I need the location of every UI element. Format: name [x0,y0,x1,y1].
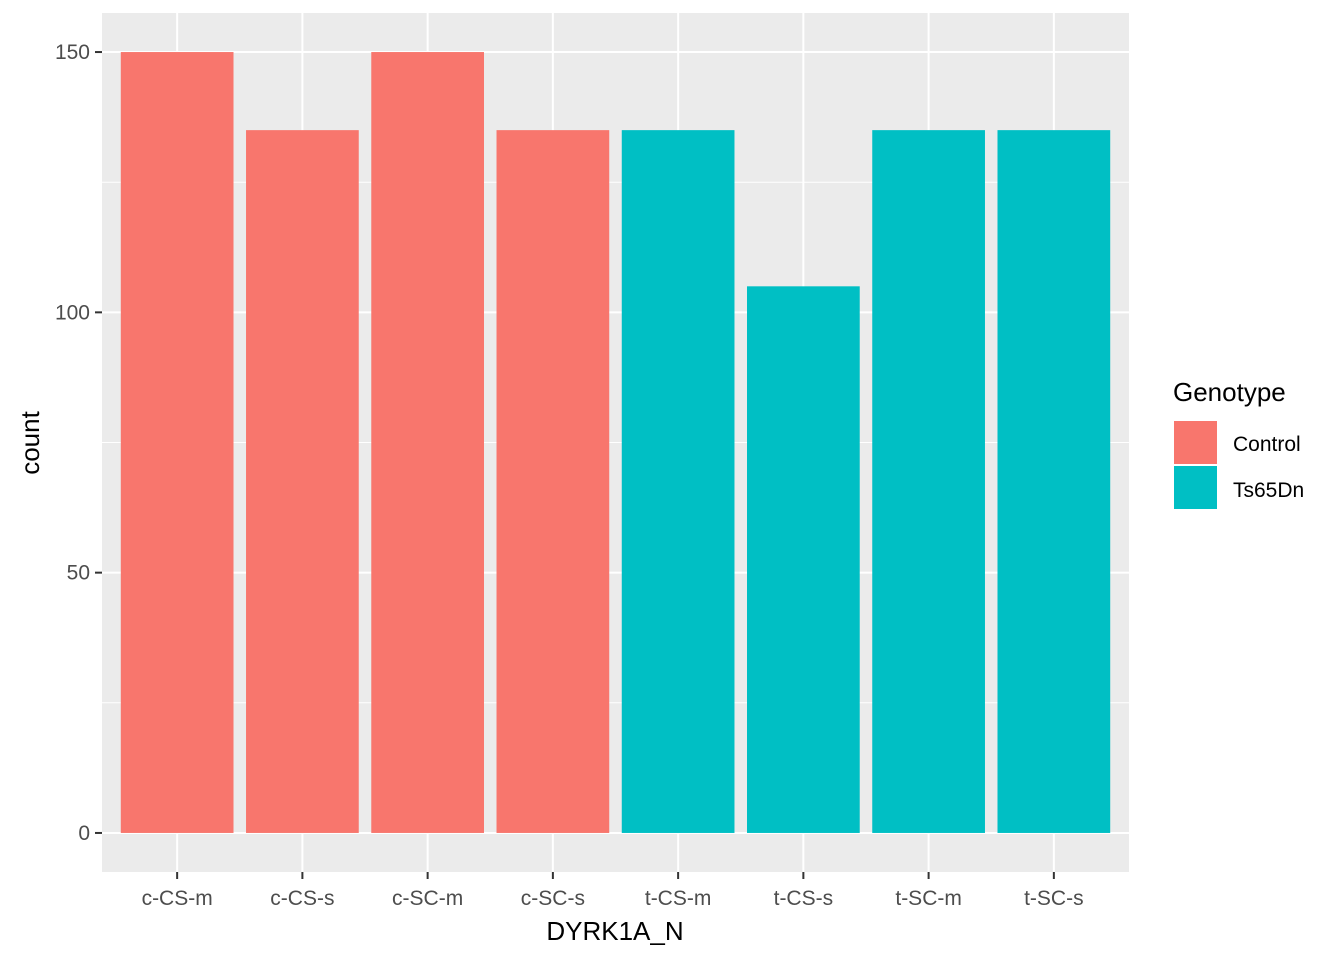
legend-title: Genotype [1173,377,1286,407]
x-tick-label: t-CS-m [645,887,712,910]
bar [371,52,484,833]
x-tick-label: t-SC-s [1024,887,1084,910]
y-tick-label: 50 [67,562,90,585]
bar [747,286,860,833]
bar [120,52,234,833]
x-tick-label: t-SC-m [895,887,962,910]
bars [120,52,1111,833]
bar [246,130,359,833]
x-tick-label: c-CS-s [270,887,334,910]
bar [496,130,610,833]
bar [997,130,1111,833]
legend: Genotype Control Ts65Dn [1173,377,1304,509]
axes: 0 50 100 150 c-CS-m c-CS-s c-SC-m c-SC-s t-CS-m t… [55,41,1084,910]
legend-label-control: Control [1233,433,1301,456]
legend-label-ts65dn: Ts65Dn [1233,479,1304,502]
y-axis-title: count [15,410,45,474]
x-axis-title: DYRK1A_N [546,916,683,946]
y-tick-label: 100 [55,301,90,324]
x-tick-label: t-CS-s [774,887,834,910]
y-tick-label: 0 [78,822,90,845]
bar [621,130,735,833]
x-tick-label: c-SC-s [521,887,585,910]
legend-key-control [1174,421,1217,464]
x-tick-label: c-SC-m [392,887,463,910]
y-tick-label: 150 [55,41,90,64]
bar [872,130,985,833]
x-tick-label: c-CS-m [142,887,213,910]
legend-key-ts65dn [1174,466,1217,509]
